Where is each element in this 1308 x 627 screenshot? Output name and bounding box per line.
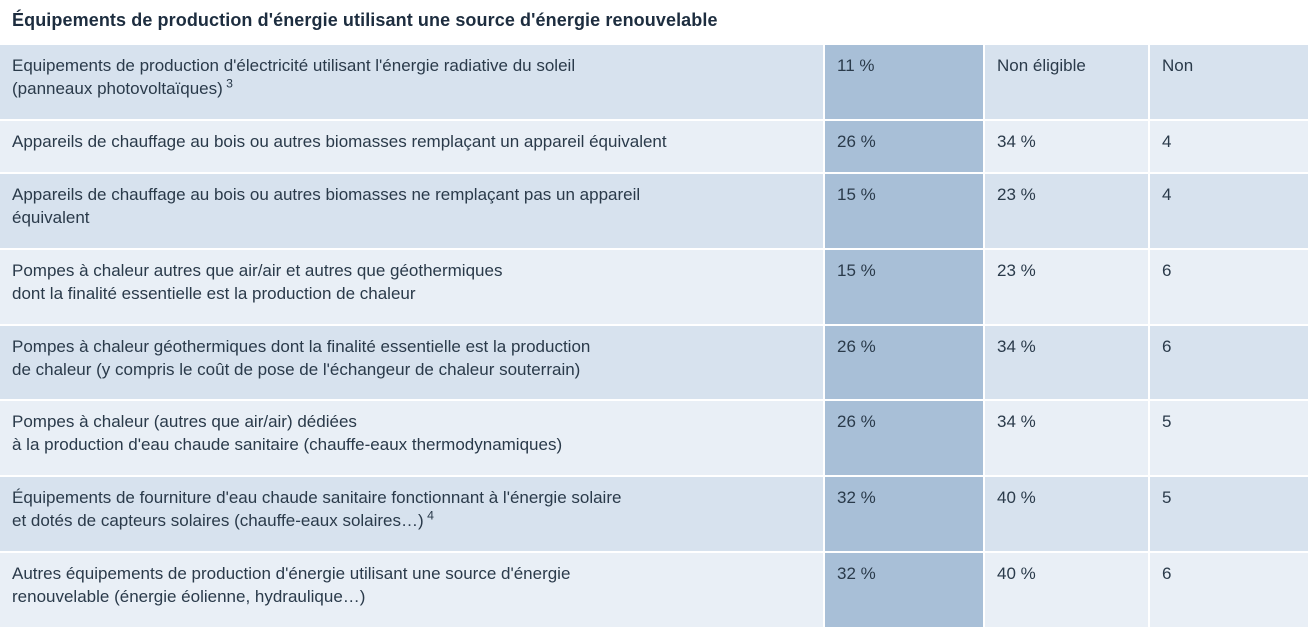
- col-c-value: 5: [1148, 401, 1308, 475]
- desc-line-2: dont la finalité essentielle est la prod…: [12, 283, 811, 306]
- table-title: Équipements de production d'énergie util…: [12, 10, 1296, 31]
- desc-line-1: Autres équipements de production d'énerg…: [12, 563, 811, 586]
- desc-line-1: Équipements de fourniture d'eau chaude s…: [12, 487, 811, 510]
- col-a-value: 26 %: [823, 326, 983, 400]
- col-c-value: 4: [1148, 121, 1308, 172]
- desc-line-2: renouvelable (énergie éolienne, hydrauli…: [12, 586, 811, 609]
- row-description: Pompes à chaleur (autres que air/air) dé…: [0, 401, 823, 475]
- row-description: Appareils de chauffage au bois ou autres…: [0, 121, 823, 172]
- col-b-value: 40 %: [983, 553, 1148, 627]
- table-header: Équipements de production d'énergie util…: [0, 0, 1308, 43]
- desc-line-2: de chaleur (y compris le coût de pose de…: [12, 359, 811, 382]
- table-row: Équipements de fourniture d'eau chaude s…: [0, 475, 1308, 551]
- desc-line-2: équivalent: [12, 207, 811, 230]
- col-a-value: 26 %: [823, 121, 983, 172]
- col-a-value: 11 %: [823, 45, 983, 119]
- col-b-value: 40 %: [983, 477, 1148, 551]
- table-row: Equipements de production d'électricité …: [0, 43, 1308, 119]
- col-c-value: 6: [1148, 326, 1308, 400]
- table-row: Pompes à chaleur (autres que air/air) dé…: [0, 399, 1308, 475]
- col-c-value: 6: [1148, 250, 1308, 324]
- footnote-ref: 4: [424, 509, 434, 523]
- col-b-value: 34 %: [983, 121, 1148, 172]
- desc-line-2: (panneaux photovoltaïques) 3: [12, 78, 811, 101]
- col-b-value: Non éligible: [983, 45, 1148, 119]
- desc-line-1: Pompes à chaleur (autres que air/air) dé…: [12, 411, 811, 434]
- desc-line-1: Pompes à chaleur géothermiques dont la f…: [12, 336, 811, 359]
- col-b-value: 34 %: [983, 326, 1148, 400]
- table-row: Appareils de chauffage au bois ou autres…: [0, 119, 1308, 172]
- table-row: Autres équipements de production d'énerg…: [0, 551, 1308, 627]
- equipment-table: Équipements de production d'énergie util…: [0, 0, 1308, 627]
- col-b-value: 23 %: [983, 250, 1148, 324]
- row-description: Equipements de production d'électricité …: [0, 45, 823, 119]
- col-a-value: 15 %: [823, 250, 983, 324]
- col-a-value: 32 %: [823, 477, 983, 551]
- desc-line-2: à la production d'eau chaude sanitaire (…: [12, 434, 811, 457]
- col-c-value: Non: [1148, 45, 1308, 119]
- row-description: Autres équipements de production d'énerg…: [0, 553, 823, 627]
- col-a-value: 26 %: [823, 401, 983, 475]
- table-row: Appareils de chauffage au bois ou autres…: [0, 172, 1308, 248]
- col-b-value: 23 %: [983, 174, 1148, 248]
- row-description: Appareils de chauffage au bois ou autres…: [0, 174, 823, 248]
- row-description: Pompes à chaleur autres que air/air et a…: [0, 250, 823, 324]
- desc-line-2: et dotés de capteurs solaires (chauffe-e…: [12, 510, 811, 533]
- col-c-value: 5: [1148, 477, 1308, 551]
- row-description: Équipements de fourniture d'eau chaude s…: [0, 477, 823, 551]
- footnote-ref: 3: [223, 76, 233, 90]
- desc-line-1: Equipements de production d'électricité …: [12, 55, 811, 78]
- col-a-value: 32 %: [823, 553, 983, 627]
- table-row: Pompes à chaleur autres que air/air et a…: [0, 248, 1308, 324]
- col-c-value: 4: [1148, 174, 1308, 248]
- desc-line-1: Pompes à chaleur autres que air/air et a…: [12, 260, 811, 283]
- table-row: Pompes à chaleur géothermiques dont la f…: [0, 324, 1308, 400]
- row-description: Pompes à chaleur géothermiques dont la f…: [0, 326, 823, 400]
- col-b-value: 34 %: [983, 401, 1148, 475]
- desc-line-1: Appareils de chauffage au bois ou autres…: [12, 184, 811, 207]
- col-c-value: 6: [1148, 553, 1308, 627]
- col-a-value: 15 %: [823, 174, 983, 248]
- desc-line-1: Appareils de chauffage au bois ou autres…: [12, 131, 811, 154]
